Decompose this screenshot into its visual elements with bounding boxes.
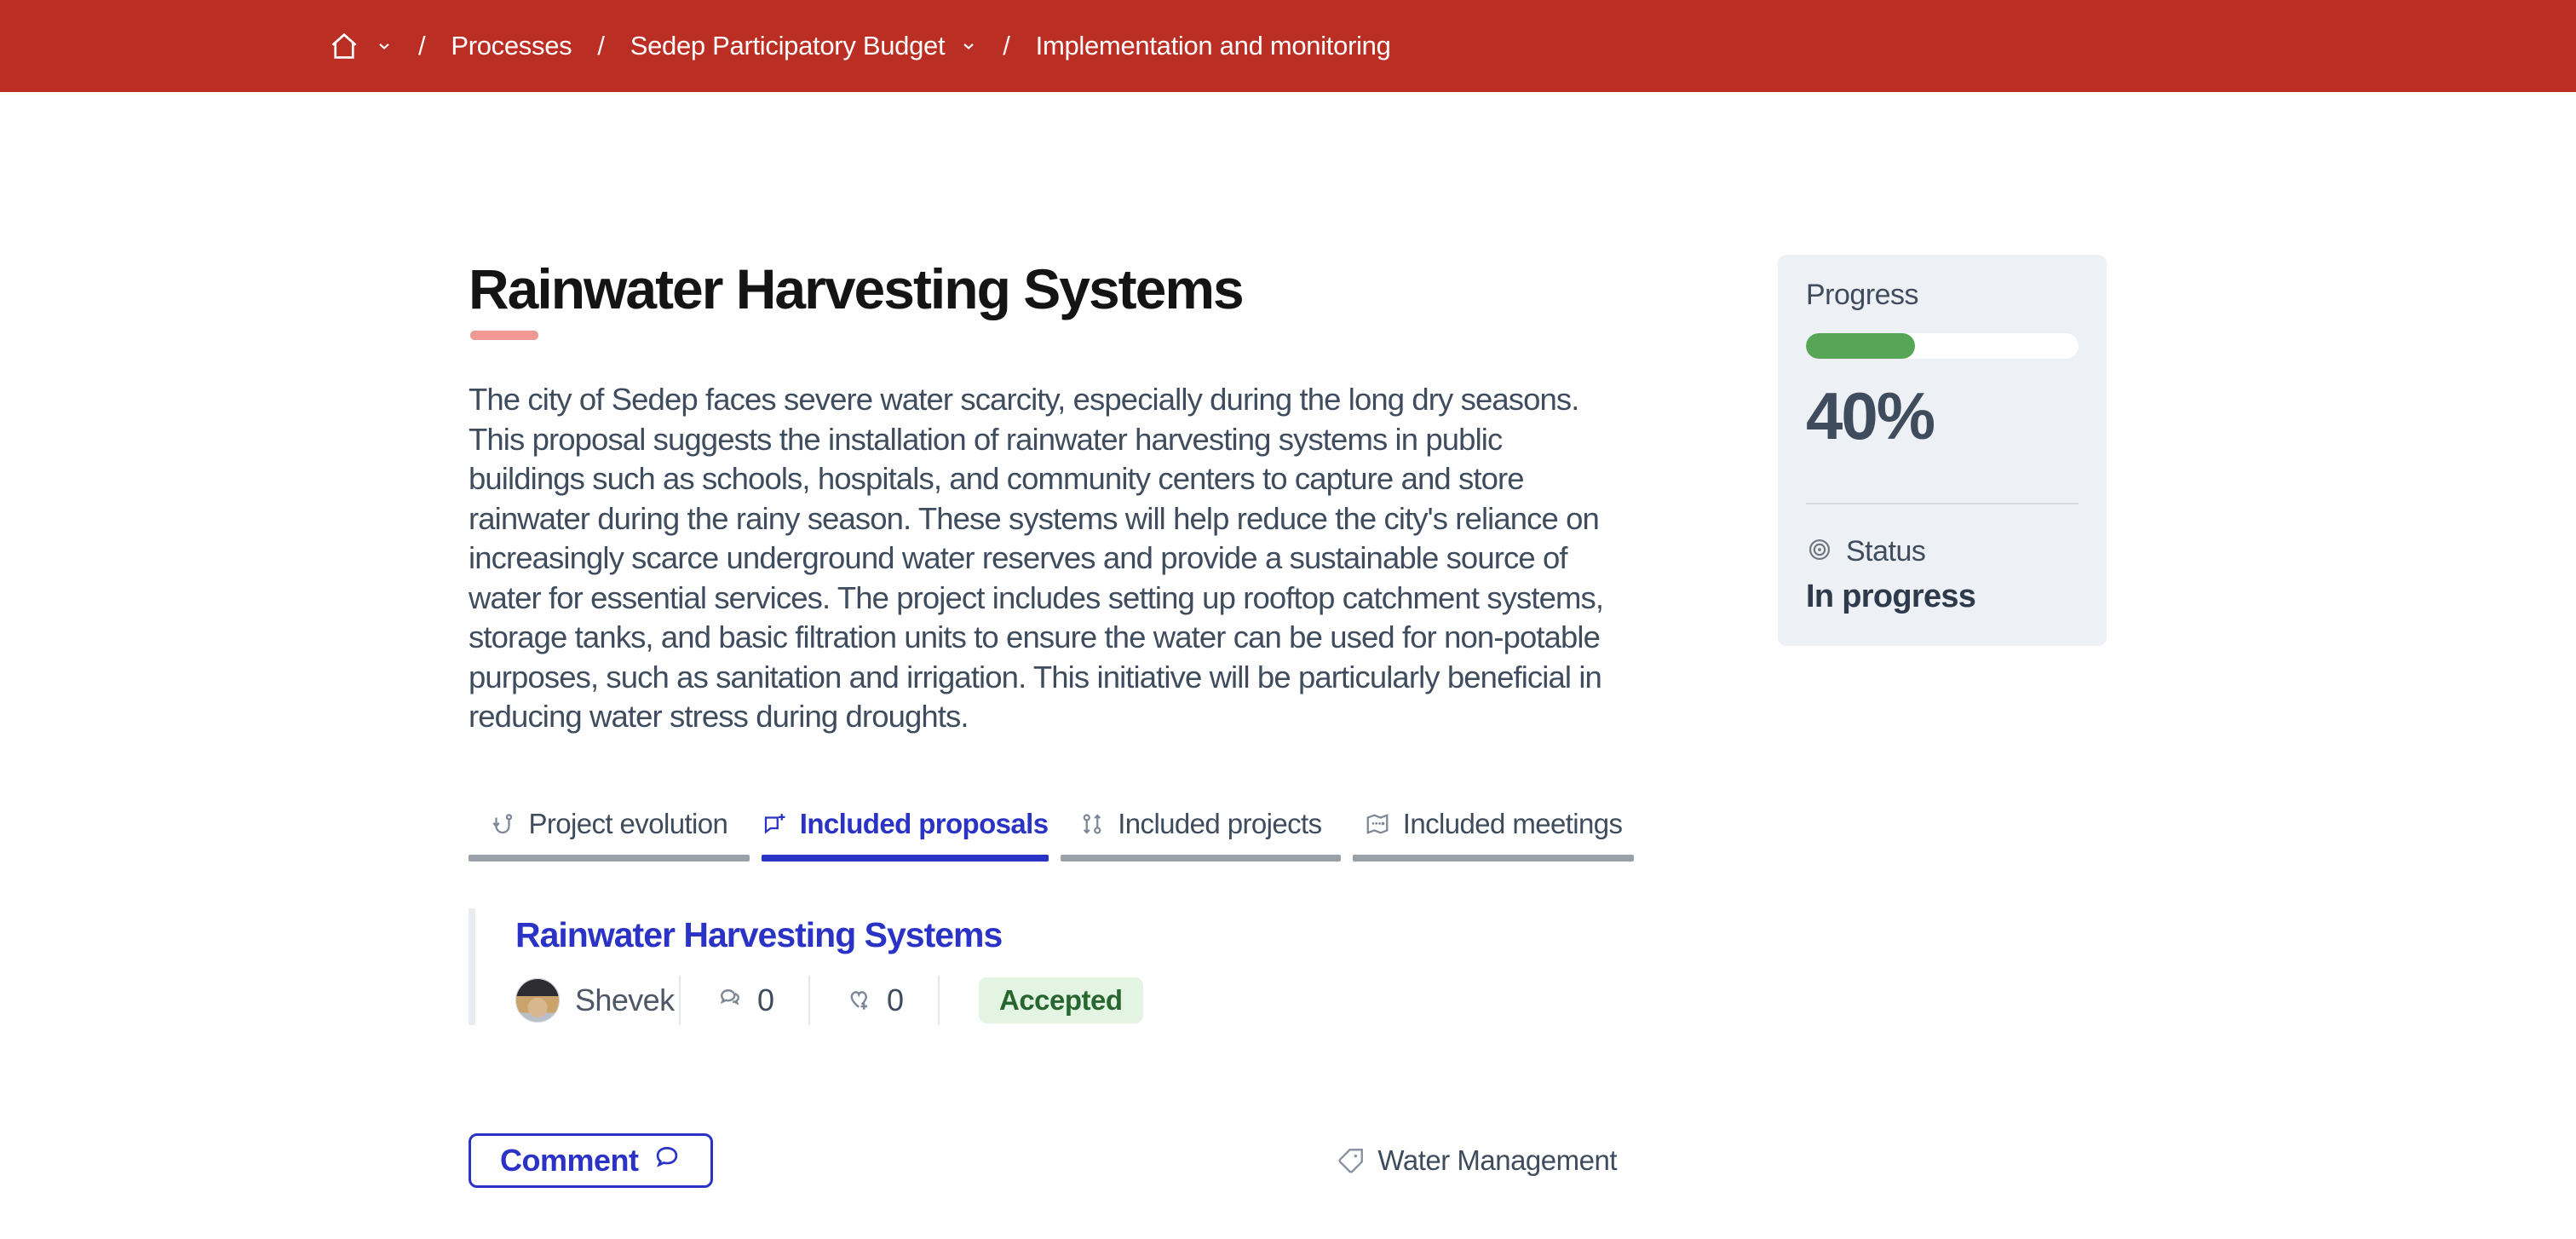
comments-value: 0 [756,983,775,1017]
breadcrumb-separator: / [1003,31,1010,61]
tab-label: Project evolution [528,808,728,839]
category-tag[interactable]: Water Management [1337,1144,1617,1177]
heart-plus-icon [844,983,875,1018]
title-underline [470,331,538,340]
tab-included-projects[interactable]: Included projects [1060,808,1342,862]
breadcrumb-item-current[interactable]: Implementation and monitoring [1035,31,1391,61]
tab-included-proposals[interactable]: Included proposals [761,808,1049,862]
comments-icon [715,983,745,1018]
progress-bar [1806,333,2079,359]
process-dropdown-chevron-icon[interactable] [960,37,977,55]
status-value: In progress [1806,579,1976,614]
home-icon [328,30,360,62]
project-description: The city of Sedep faces severe water sca… [469,382,1604,734]
proposal-meta: Shevek 0 0 [515,976,1627,1025]
breadcrumb: / Processes / Sedep Participatory Budget… [0,30,1391,62]
tab-label: Included meetings [1402,808,1623,839]
home-dropdown-chevron-icon[interactable] [376,37,393,55]
author[interactable]: Shevek [515,978,679,1023]
comment-button[interactable]: Comment [469,1133,713,1188]
endorsements-value: 0 [886,983,905,1017]
page-title: Rainwater Harvesting Systems [469,257,1245,320]
breadcrumb-item-process[interactable]: Sedep Participatory Budget [630,31,946,61]
tab-underline [469,855,750,862]
tab-label: Included projects [1118,808,1322,839]
avatar [515,978,560,1023]
comment-button-label: Comment [500,1143,639,1178]
divider [938,976,940,1025]
status-heading: Status [1846,535,1926,568]
category-label: Water Management [1377,1144,1617,1176]
status-row: Status [1806,535,2079,568]
route-icon [490,811,515,837]
divider [808,976,810,1025]
tab-underline [1060,855,1342,862]
status-badge: Accepted [979,977,1143,1023]
comments-count: 0 [681,983,808,1018]
breadcrumb-item-processes[interactable]: Processes [451,31,572,61]
tab-label: Included proposals [799,808,1049,839]
map-icon [1365,811,1390,837]
tab-underline [761,855,1049,862]
tag-icon [1337,1146,1366,1175]
tab-project-evolution[interactable]: Project evolution [469,808,750,862]
top-navbar: / Processes / Sedep Participatory Budget… [0,0,2576,92]
focus-disc-icon [1806,536,1833,568]
commit-icon [1079,811,1105,837]
progress-percent: 40% [1806,378,1935,453]
divider [679,976,681,1025]
chat-plus-icon [762,811,787,837]
breadcrumb-separator: / [597,31,605,61]
progress-fill [1806,333,1915,359]
sidebar-divider [1806,503,2079,504]
tab-underline [1353,855,1634,862]
progress-sidebar: Progress 40% Status In progress [1778,255,2107,646]
breadcrumb-separator: / [418,31,426,61]
home-link[interactable] [328,30,360,62]
proposal-link[interactable]: Rainwater Harvesting Systems [515,915,1003,954]
included-proposal-card: Rainwater Harvesting Systems Shevek 0 [469,908,1627,1025]
progress-heading: Progress [1806,279,1919,311]
bottom-row: Comment Water Management [469,1133,1617,1188]
tab-included-meetings[interactable]: Included meetings [1353,808,1634,862]
author-name: Shevek [575,983,675,1017]
project-tabs: Project evolution Included proposals [469,808,1634,862]
endorsements-count: 0 [810,983,938,1018]
speech-bubble-icon [653,1143,681,1179]
